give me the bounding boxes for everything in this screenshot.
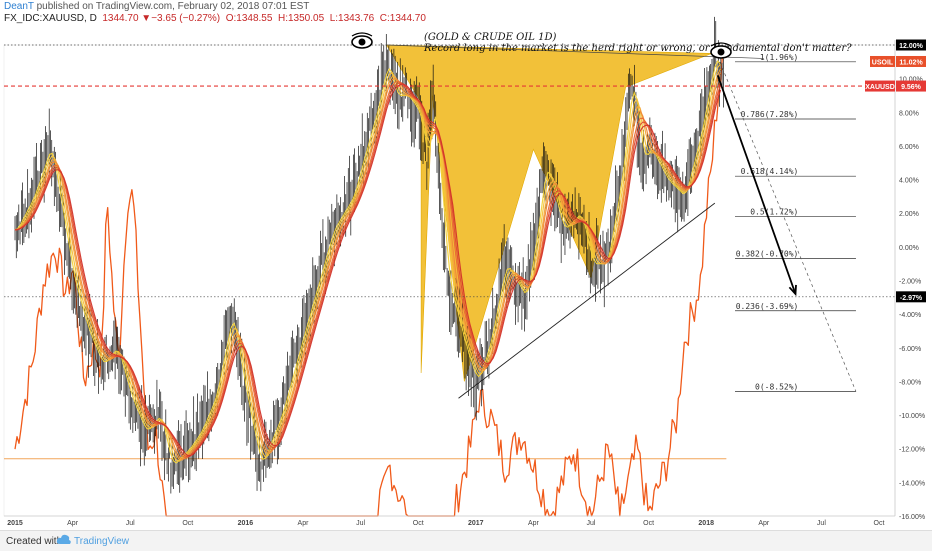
eye-icons — [351, 32, 732, 59]
price-change: −3.65 (−0.27%) — [151, 13, 221, 24]
chart-title: (GOLD & CRUDE OIL 1D) — [424, 32, 556, 43]
eye-icon-pupil — [717, 48, 725, 56]
y-tick-label: 2.00% — [899, 211, 919, 218]
fib-level-label: 0.618(4.14%) — [741, 167, 799, 176]
xauusd-name-label-bg — [865, 80, 895, 92]
y-tick-label: 6.00% — [899, 144, 919, 151]
fib-level-label: 0.236(-3.69%) — [736, 302, 799, 311]
x-tick-label: Oct — [874, 520, 885, 527]
low-value: L:1343.76 — [329, 13, 375, 24]
fib-diagonal-line — [717, 56, 857, 392]
chart-notes: (GOLD & CRUDE OIL 1D) Record long in the… — [423, 32, 852, 54]
y-tick-label: -4.00% — [899, 312, 921, 319]
publish-text: published on TradingView.com, February 0… — [36, 1, 310, 12]
x-axis: 2015 Apr Jul Oct 2016 Apr Jul Oct 2017 Apr Jul Oct 2… — [4, 515, 895, 527]
author-link[interactable]: DeanT — [4, 1, 34, 12]
y-tick-label: -12.00% — [899, 447, 925, 454]
x-tick-label: 2015 — [7, 520, 23, 527]
fibonacci-levels: 1(1.96%) 0.786(7.28%) 0.618(4.14%) 0.5(1.72… — [717, 53, 857, 392]
ribbon-line — [14, 83, 722, 457]
support-trendline — [458, 202, 716, 399]
y-tick-label: -16.00% — [899, 514, 925, 521]
fib-level-label: 0.382(-0.70%) — [736, 250, 799, 259]
usoil-name-label: USOIL — [872, 59, 894, 66]
fib-level-label: 0.786(7.28%) — [741, 110, 799, 119]
x-tick-label: Apr — [298, 520, 310, 527]
forecast-arrow-head — [788, 284, 797, 297]
usoil-value-label: 11.02% — [899, 59, 923, 66]
level-minus-297-label-bg — [896, 291, 926, 303]
x-tick-label: Jul — [587, 520, 596, 527]
x-tick-label: Jul — [817, 520, 826, 527]
x-tick-label: Oct — [643, 520, 654, 527]
symbol-name: FX_IDC:XAUUSD, D — [4, 13, 97, 24]
x-tick-label: Jul — [356, 520, 365, 527]
y-tick-label: -6.00% — [899, 346, 921, 353]
tradingview-brand[interactable]: TradingView — [74, 536, 130, 547]
close-value: C:1344.70 — [379, 13, 426, 24]
high-value: H:1350.05 — [277, 13, 325, 24]
xauusd-value-label-bg — [896, 80, 926, 92]
usoil-name-label-bg — [870, 55, 895, 67]
xauusd-name-label: XAUUSD — [865, 84, 895, 91]
ribbon-line — [14, 82, 722, 458]
moving-average-ribbon — [14, 59, 722, 464]
y-tick-label: -2.00% — [899, 279, 921, 286]
y-tick-label: 0.00% — [899, 245, 919, 252]
level-minus-297-label: -2.97% — [900, 295, 923, 302]
fib-level-label: 0.5(1.72%) — [750, 208, 798, 217]
open-value: O:1348.55 — [225, 13, 273, 24]
level-12-label: 12.00% — [899, 43, 924, 50]
ribbon-line — [14, 68, 722, 461]
y-tick-label: 8.00% — [899, 110, 919, 117]
symbol-info: FX_IDC:XAUUSD, D 1344.70 ▼−3.65 (−0.27%)… — [4, 13, 426, 24]
fib-level-label: 0(-8.52%) — [755, 383, 798, 392]
x-tick-label: 2016 — [238, 520, 254, 527]
tradingview-cloud-icon — [56, 534, 71, 544]
chart-drawings — [4, 44, 895, 399]
ribbon-line — [14, 79, 722, 459]
price-labels: 12.00% USOIL 11.02% XAUUSD 9.56% -2.97% — [865, 39, 926, 303]
level-12-label-bg — [896, 39, 926, 51]
x-tick-label: Apr — [67, 520, 79, 527]
y-tick-label: 4.00% — [899, 178, 919, 185]
publish-info: DeanT published on TradingView.com, Febr… — [4, 1, 309, 12]
x-tick-label: Apr — [758, 520, 770, 527]
y-tick-label: 10.00% — [899, 77, 923, 84]
y-tick-label: -8.00% — [899, 379, 921, 386]
forecast-arrow-line — [716, 74, 797, 295]
eye-icon-pupil — [358, 38, 366, 46]
y-tick-label: -14.00% — [899, 480, 925, 487]
usoil-value-label-bg — [896, 55, 926, 67]
last-price: 1344.70 — [102, 13, 139, 24]
x-tick-label: Jul — [126, 520, 135, 527]
resistance-line — [386, 44, 764, 59]
y-tick-label: -10.00% — [899, 413, 925, 420]
footer-bar: Created with TradingView — [0, 530, 932, 551]
price-chart[interactable]: 1(1.96%) 0.786(7.28%) 0.618(4.14%) 0.5(1.72… — [0, 0, 932, 530]
x-tick-label: Oct — [182, 520, 193, 527]
x-tick-label: Oct — [413, 520, 424, 527]
eye-icon-brow — [710, 42, 732, 47]
x-tick-label: 2018 — [698, 520, 714, 527]
y-axis: 12.00% 10.00% 8.00% 6.00% 4.00% 2.00% 0.00% -2.… — [894, 40, 925, 521]
chart-subtitle: Record long in the market is the herd ri… — [423, 43, 852, 54]
created-with-text: Created with — [6, 536, 63, 547]
change-down-icon: ▼ — [141, 13, 152, 24]
x-tick-label: Apr — [528, 520, 540, 527]
xauusd-value-label: 9.56% — [901, 84, 922, 91]
ribbon-line — [14, 72, 722, 460]
x-tick-label: 2017 — [468, 520, 484, 527]
eye-icon-brow — [351, 32, 373, 37]
fib-level-label: 1(1.96%) — [760, 53, 799, 62]
